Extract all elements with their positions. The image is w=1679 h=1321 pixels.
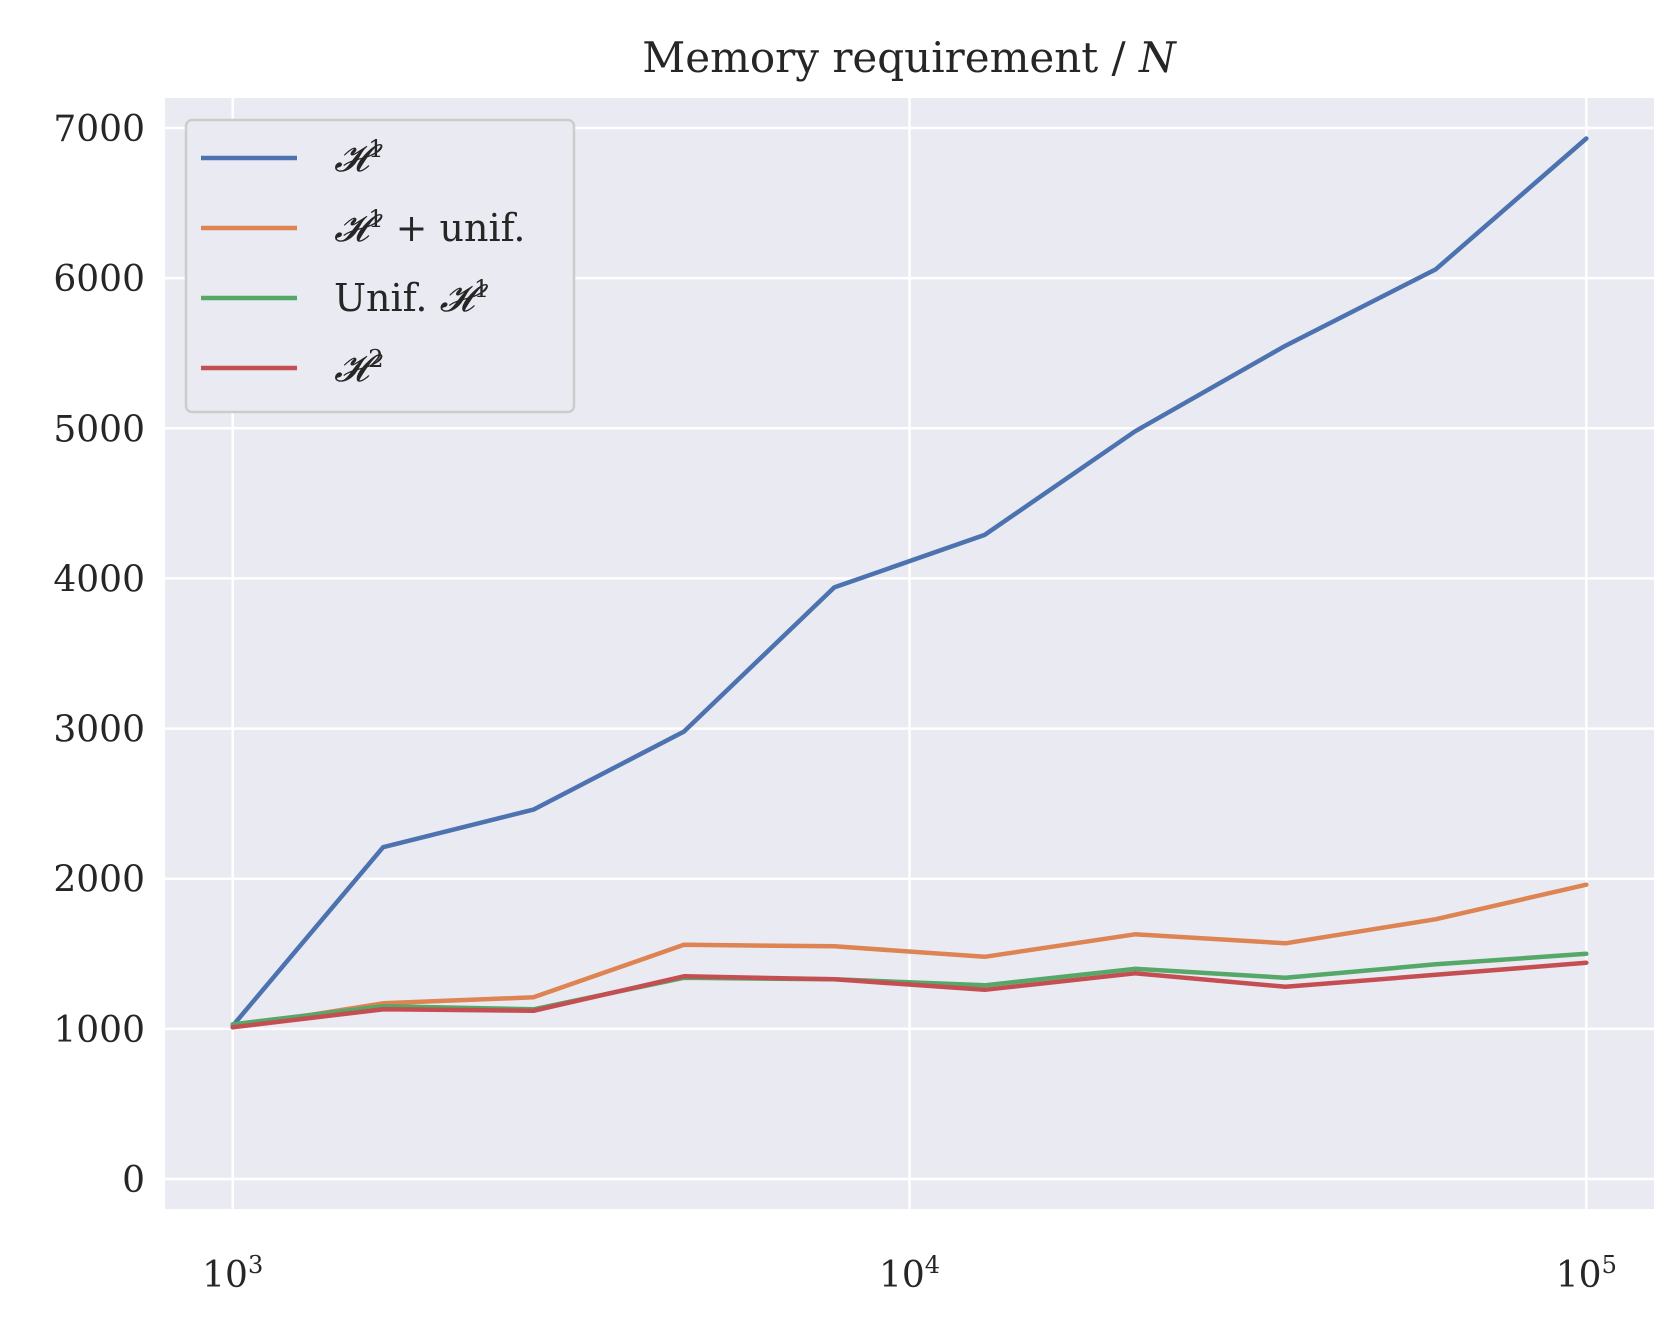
y-tick-label: 2000 xyxy=(53,860,145,901)
x-tick-label: 105 xyxy=(1556,1251,1617,1296)
series-line-2 xyxy=(230,882,1589,1030)
y-tick-label: 3000 xyxy=(53,710,145,751)
y-tick-label: 7000 xyxy=(53,109,145,150)
x-axis-ticks: 103 104 105 xyxy=(202,1251,1617,1296)
x-tick-label: 103 xyxy=(202,1251,263,1296)
y-tick-label: 5000 xyxy=(53,409,145,450)
series-layer xyxy=(230,136,1589,1030)
y-tick-label: 1000 xyxy=(53,1010,145,1051)
legend-label: 𝓗1 + unif. xyxy=(334,205,525,250)
x-tick-label: 104 xyxy=(879,1251,940,1296)
series-line-1 xyxy=(230,136,1589,1029)
chart-title: Memory requirement / N xyxy=(642,33,1177,82)
y-tick-label: 6000 xyxy=(53,259,145,300)
legend-label: Unif. 𝓗1 xyxy=(334,275,489,320)
legend-box xyxy=(184,118,576,414)
y-tick-label: 0 xyxy=(122,1160,145,1201)
y-axis-ticks: 0 1000 2000 3000 4000 5000 6000 7000 xyxy=(53,109,145,1201)
y-tick-label: 4000 xyxy=(53,559,145,600)
series-line-4 xyxy=(230,960,1589,1030)
